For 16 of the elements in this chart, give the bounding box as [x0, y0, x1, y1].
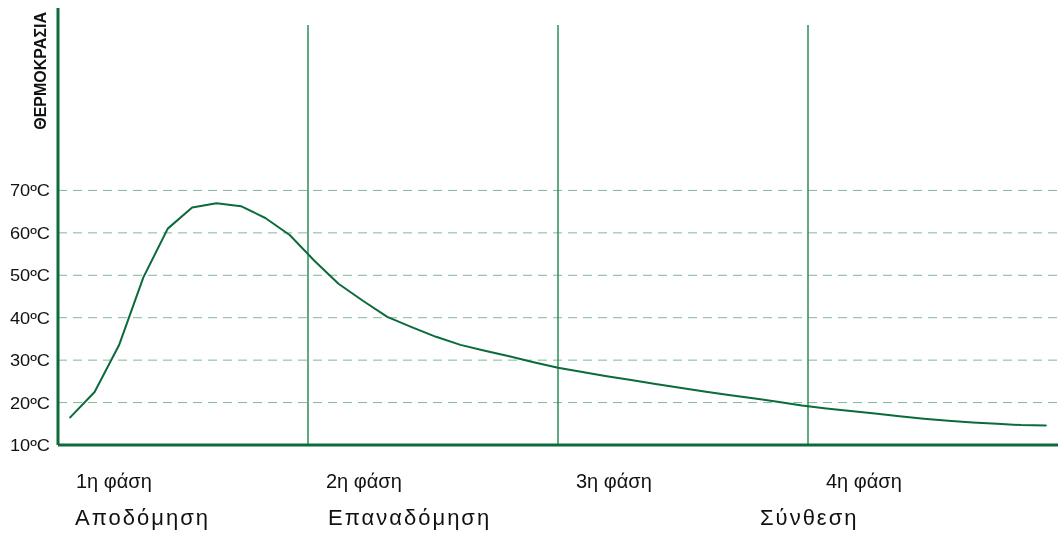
y-tick-label: 60ºC: [10, 224, 50, 242]
y-tick-label: 40ºC: [10, 309, 50, 327]
y-axis-title: ΘΕΡΜΟΚΡΑΣΙΑ: [32, 11, 49, 130]
text: Αποδόμηση: [75, 505, 210, 530]
line-series: [69, 202, 1047, 427]
y-tick-label: 20ºC: [10, 394, 50, 412]
y-tick-label: 50ºC: [10, 267, 50, 285]
y-tick-label: 70ºC: [10, 182, 50, 200]
text: 1η φάση: [76, 470, 152, 492]
text: Σύνθεση: [760, 505, 859, 530]
text: 4η φάση: [826, 470, 902, 492]
text: 3η φάση: [576, 470, 652, 492]
text: Επαναδόμηση: [328, 505, 492, 530]
text: 2η φάση: [326, 470, 402, 492]
y-tick-label: 30ºC: [10, 352, 50, 370]
y-tick-label: 10ºC: [10, 437, 50, 454]
